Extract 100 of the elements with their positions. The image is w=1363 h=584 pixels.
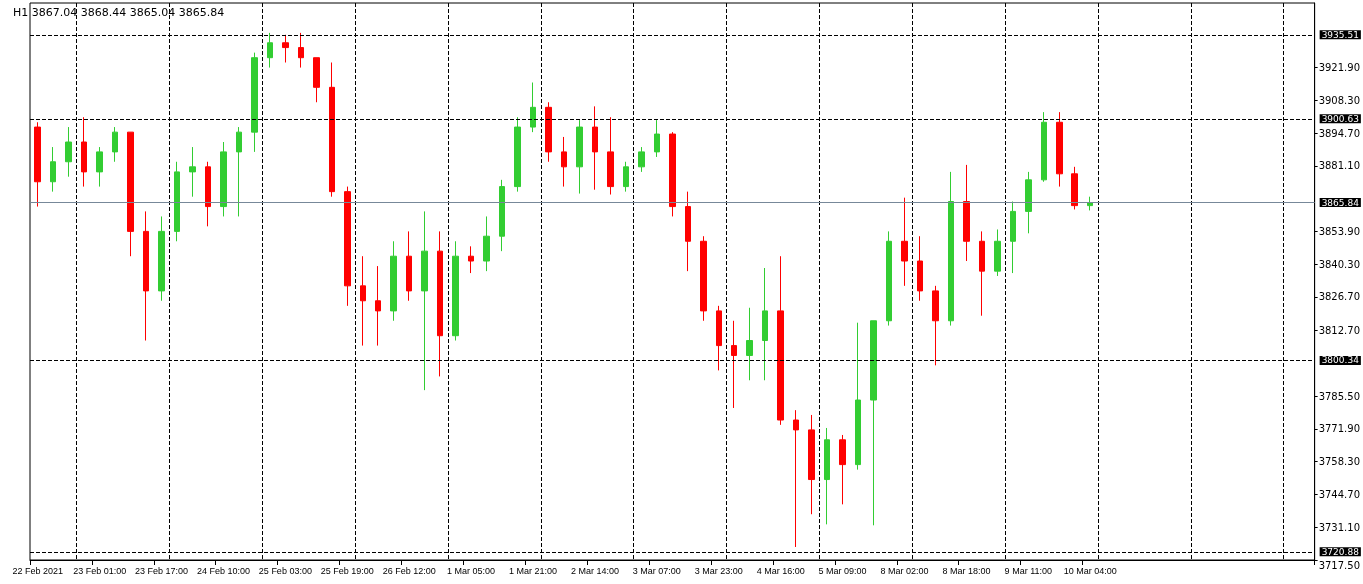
ref-line-label: 3800.34 — [1321, 355, 1360, 366]
candlestick — [746, 307, 753, 381]
x-tick-label: 2 Mar 14:00 — [570, 565, 619, 576]
candlestick — [313, 57, 320, 103]
chart-title: H1 3867.04 3868.44 3865.04 3865.84 — [13, 6, 225, 19]
candlestick — [282, 34, 289, 64]
candlestick — [808, 414, 815, 515]
x-tick-label: 1 Mar 21:00 — [509, 565, 558, 576]
y-tick-label: 3744.70 — [1318, 488, 1361, 500]
ref-line-label: 3865.84 — [1321, 197, 1360, 208]
x-tick-label: 8 Mar 18:00 — [942, 565, 991, 576]
candlestick — [685, 191, 691, 272]
candlestick — [762, 267, 768, 381]
candlestick — [483, 215, 490, 272]
candlestick — [607, 116, 614, 196]
candlestick — [96, 146, 103, 188]
candlestick — [267, 32, 273, 69]
candlestick — [1041, 111, 1047, 183]
candlestick — [638, 146, 645, 173]
y-tick-label: 3881.10 — [1318, 160, 1361, 172]
candlestick — [344, 186, 351, 307]
candlestick — [468, 245, 474, 274]
candlestick — [65, 126, 72, 178]
x-tick-label: 23 Feb 01:00 — [73, 565, 127, 576]
y-tick-label: 3812.70 — [1318, 325, 1361, 337]
candlestick — [870, 320, 877, 526]
x-tick-label: 10 Mar 04:00 — [1063, 565, 1117, 576]
y-tick-label: 3908.30 — [1318, 94, 1361, 106]
x-tick-label: 8 Mar 02:00 — [880, 565, 929, 576]
candlestick — [143, 210, 149, 342]
ref-line-label: 3900.63 — [1321, 113, 1359, 124]
candlestick — [777, 255, 784, 426]
candlestick — [499, 179, 505, 252]
y-tick-label: 3785.50 — [1318, 390, 1361, 402]
candlestick — [979, 230, 985, 317]
candlestick — [731, 320, 737, 409]
candlestick — [437, 230, 443, 377]
candlestick — [34, 121, 41, 208]
candlestick — [623, 161, 629, 193]
candlestick — [1071, 166, 1078, 210]
candlestick — [329, 62, 335, 198]
y-tick-label: 3771.90 — [1318, 423, 1361, 435]
y-tick-label: 3758.30 — [1318, 456, 1361, 468]
candlestick — [545, 101, 552, 163]
candlestick — [375, 265, 381, 347]
y-tick-label: 3840.30 — [1318, 258, 1361, 270]
ref-line-label: 3935.51 — [1321, 29, 1359, 40]
candlestick — [576, 119, 583, 195]
candlestick — [1056, 111, 1063, 188]
x-tick-label: 26 Feb 12:00 — [382, 565, 436, 576]
x-tick-label: 25 Feb 19:00 — [320, 565, 374, 576]
x-tick-label: 4 Mar 16:00 — [756, 565, 805, 576]
x-tick-label: 23 Feb 17:00 — [135, 565, 189, 576]
candlestick — [932, 285, 939, 366]
candlestick — [855, 322, 861, 471]
candlestick — [406, 230, 412, 302]
candlestick — [1010, 201, 1016, 274]
candlestick — [112, 126, 118, 163]
candlestick — [189, 146, 196, 198]
candlestick — [886, 230, 892, 327]
candlestick — [917, 235, 923, 302]
candlestick — [1025, 171, 1032, 234]
candlestick — [963, 164, 970, 262]
x-tick-label: 25 Feb 03:00 — [258, 565, 312, 576]
candlestick — [298, 32, 304, 69]
y-tick-label: 3717.50 — [1318, 559, 1361, 571]
candlestick — [561, 136, 567, 188]
x-tick-label: 9 Mar 11:00 — [1004, 565, 1052, 576]
candlestick — [1087, 196, 1093, 211]
candlestick — [421, 210, 428, 391]
candlestick — [669, 131, 676, 217]
candlestick — [654, 119, 660, 158]
x-tick-label: 5 Mar 09:00 — [818, 565, 867, 576]
candlestick — [716, 305, 722, 371]
y-tick-label: 3921.90 — [1318, 62, 1361, 74]
candlestick — [158, 215, 165, 302]
candlestick — [592, 105, 598, 191]
candlestick — [390, 240, 397, 322]
candlestick — [839, 434, 846, 505]
y-tick-label: 3853.90 — [1318, 225, 1361, 237]
candlestick — [824, 427, 830, 525]
candlestick — [236, 126, 242, 217]
candlestick — [127, 131, 134, 257]
candlestick — [901, 197, 908, 287]
x-tick-label: 24 Feb 10:00 — [196, 565, 250, 576]
y-tick-label: 3731.10 — [1318, 521, 1361, 533]
candlestick — [700, 235, 707, 322]
y-tick-label: 3894.70 — [1318, 127, 1361, 139]
candlestick — [220, 141, 227, 217]
candlestick — [514, 116, 521, 193]
x-tick-label: 22 Feb 2021 — [12, 565, 64, 576]
candlestick — [251, 52, 258, 153]
x-tick-label: 3 Mar 23:00 — [694, 565, 743, 576]
candlestick — [50, 146, 56, 193]
x-tick-label: 1 Mar 05:00 — [447, 565, 496, 576]
candlestick — [793, 409, 799, 548]
y-tick-label: 3826.70 — [1318, 291, 1361, 303]
candlestick — [530, 82, 536, 133]
candlestick — [205, 161, 211, 227]
candlestick — [948, 171, 954, 327]
